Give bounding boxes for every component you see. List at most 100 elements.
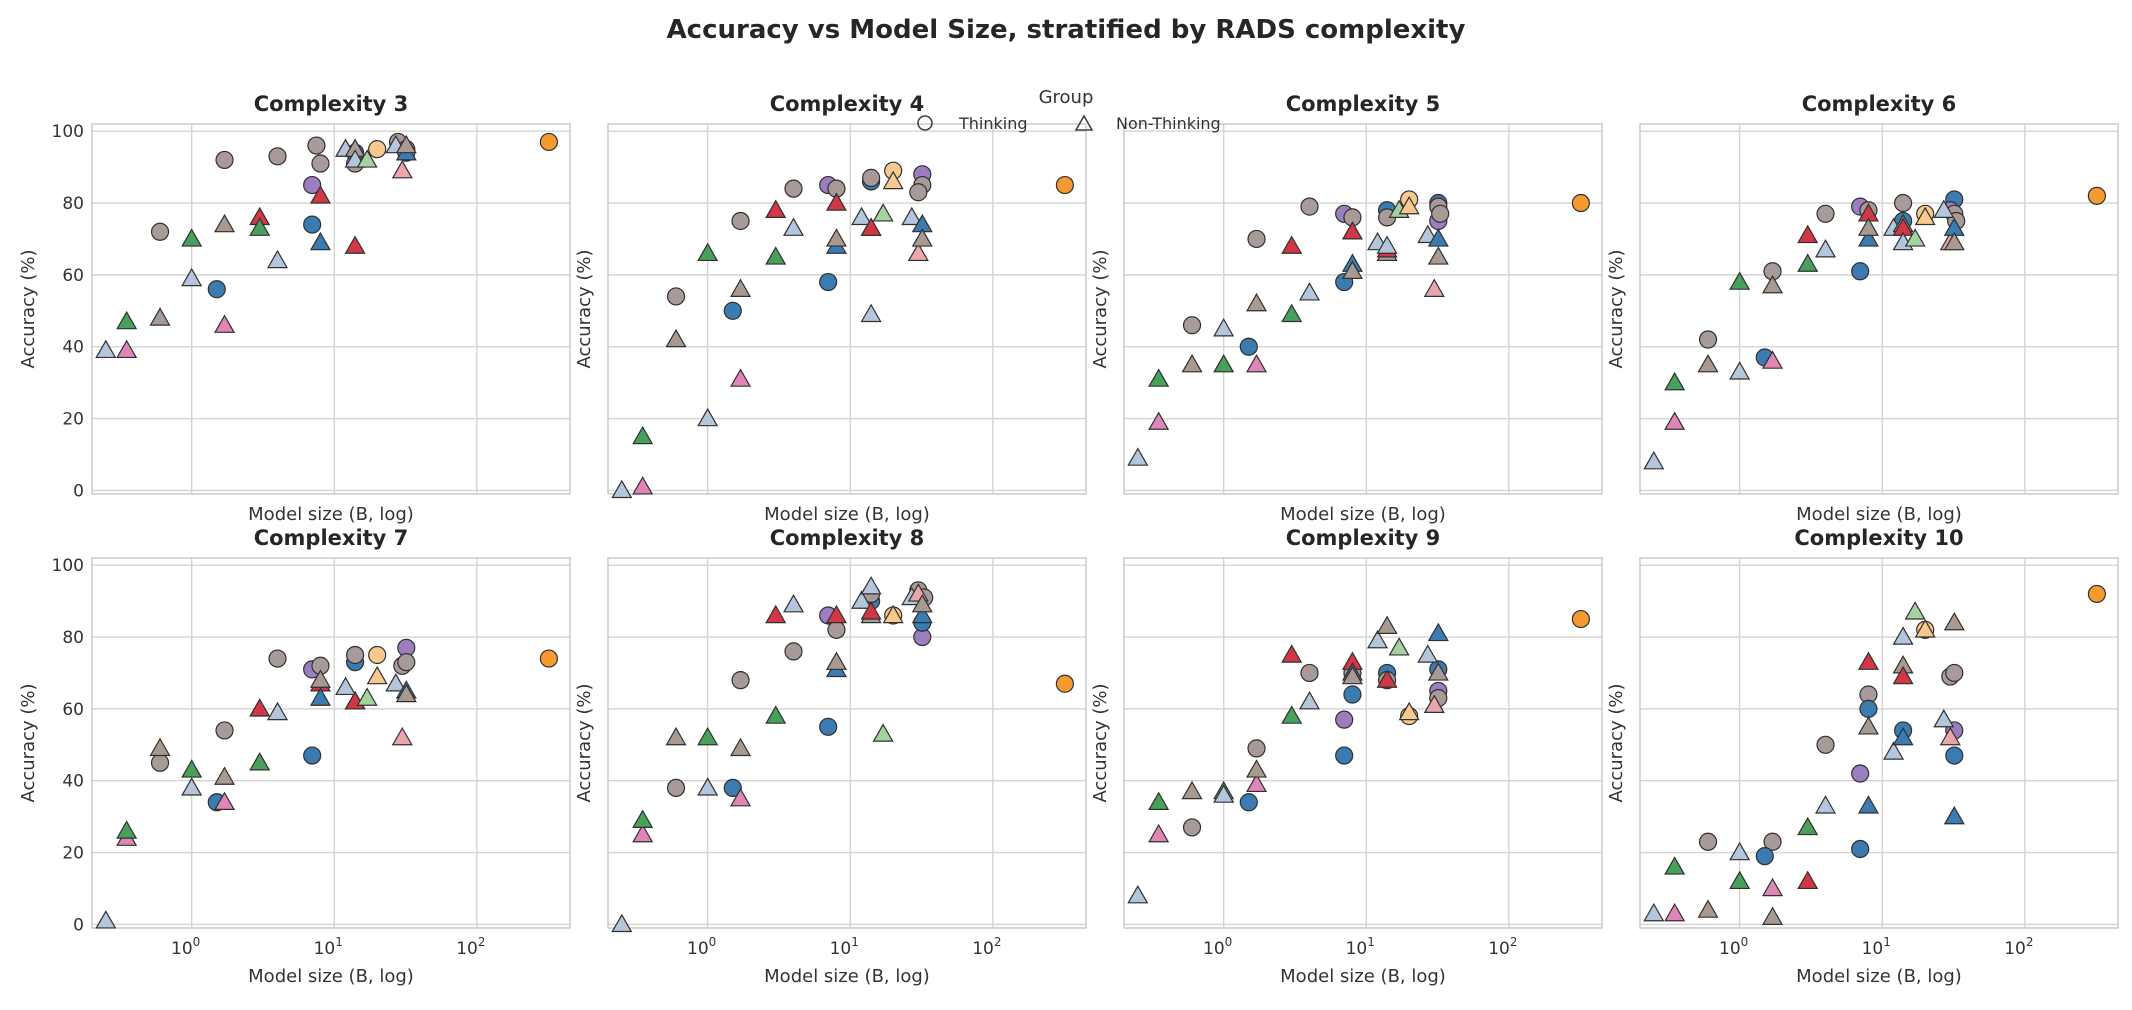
point-non-thinking [1427, 228, 1449, 247]
legend-triangle-marker [1074, 114, 1094, 131]
point-thinking [1182, 818, 1202, 837]
y-axis-label: Accuracy (%) [18, 249, 39, 368]
point-non-thinking [851, 206, 873, 226]
legend-title: Group [1039, 87, 1094, 108]
point-non-thinking [1341, 260, 1363, 280]
point-non-thinking [1213, 784, 1235, 803]
point-non-thinking [1857, 228, 1879, 247]
point-thinking [1698, 330, 1718, 349]
point-non-thinking [825, 651, 847, 670]
y-tick-label: 0 [73, 481, 84, 501]
y-axis-label: Accuracy (%) [1090, 249, 1111, 368]
point-non-thinking [1814, 795, 1837, 814]
plot-frame [607, 557, 1087, 929]
legend-label-thinking: Thinking [958, 114, 1028, 133]
y-tick-label: 100 [52, 122, 84, 142]
point-thinking [368, 140, 387, 159]
point-thinking [268, 147, 287, 166]
point-non-thinking [1914, 619, 1936, 638]
point-non-thinking [1245, 292, 1268, 312]
point-non-thinking [1341, 221, 1363, 240]
point-non-thinking [1213, 353, 1235, 373]
y-tick-label: 60 [62, 266, 84, 286]
point-non-thinking [1729, 870, 1751, 890]
point-non-thinking [911, 604, 933, 624]
plot-frame [1123, 123, 1603, 495]
point-non-thinking [249, 217, 271, 236]
panel-7: Complexity 9 Accuracy (%) 100 101 102 Model s… [1090, 526, 1603, 987]
point-non-thinking [1797, 816, 1819, 836]
point-non-thinking [116, 820, 138, 839]
point-non-thinking [309, 185, 331, 204]
point-non-thinking [356, 149, 378, 168]
point-non-thinking [213, 766, 236, 785]
point-non-thinking [95, 910, 117, 929]
point-non-thinking [1398, 195, 1420, 215]
x-axis-label: Model size (B, log) [248, 966, 414, 987]
x-axis-label: Model size (B, log) [1796, 504, 1962, 525]
point-thinking [1343, 685, 1362, 704]
point-non-thinking [1664, 856, 1686, 875]
point-thinking [2087, 186, 2106, 205]
point-thinking [1571, 193, 1590, 213]
y-tick-label: 80 [62, 194, 84, 214]
point-non-thinking [1417, 644, 1439, 663]
point-non-thinking [1943, 805, 1965, 825]
point-non-thinking [632, 809, 654, 828]
point-thinking [307, 136, 326, 155]
point-non-thinking [395, 134, 417, 154]
point-non-thinking [1181, 353, 1203, 373]
panel-title: Complexity 3 [254, 92, 409, 116]
point-thinking [1816, 204, 1835, 223]
point-thinking [819, 272, 838, 292]
point-thinking [909, 183, 928, 202]
point-non-thinking [1857, 651, 1879, 670]
panel-4: Complexity 6 Accuracy (%) Model size (B, l… [1606, 92, 2119, 525]
panel-title: Complexity 8 [770, 526, 925, 550]
panel-title: Complexity 5 [1286, 92, 1441, 116]
point-non-thinking [1892, 626, 1914, 645]
point-non-thinking [1797, 224, 1819, 244]
x-tick-label: 102 [456, 935, 485, 959]
point-non-thinking [1213, 318, 1235, 337]
plot-frame [1639, 557, 2119, 929]
point-non-thinking [1417, 224, 1439, 244]
point-thinking [1335, 746, 1354, 765]
panel-8: Complexity 10 Accuracy (%) 100 101 102 Model … [1606, 526, 2119, 987]
point-non-thinking [149, 307, 171, 326]
point-non-thinking [1281, 235, 1303, 254]
point-non-thinking [632, 425, 654, 445]
point-non-thinking [1697, 899, 1719, 918]
figure-title: Accuracy vs Model Size, stratified by RA… [667, 15, 1466, 45]
x-tick-label: 100 [687, 935, 716, 959]
point-non-thinking [1388, 637, 1410, 656]
point-non-thinking [266, 701, 289, 721]
point-non-thinking [1427, 662, 1449, 681]
point-non-thinking [1281, 705, 1303, 724]
x-axis-label: Model size (B, log) [1280, 966, 1446, 987]
y-tick-label: 60 [62, 700, 84, 720]
legend-circle-marker [917, 115, 933, 131]
point-non-thinking [911, 593, 933, 613]
point-thinking [1239, 337, 1258, 356]
point-non-thinking [901, 206, 923, 226]
point-thinking [303, 175, 322, 195]
point-non-thinking [1904, 601, 1926, 620]
point-non-thinking [1729, 841, 1751, 861]
point-non-thinking [882, 604, 904, 624]
point-thinking [311, 154, 330, 173]
panel-6: Complexity 8 Accuracy (%) 100 101 102 Model s… [574, 526, 1087, 987]
point-thinking [1945, 663, 1964, 683]
point-thinking [1300, 197, 1319, 216]
point-non-thinking [782, 593, 805, 613]
point-non-thinking [697, 726, 719, 746]
point-non-thinking [1892, 665, 1914, 685]
x-tick-label: 101 [1346, 935, 1375, 959]
legend: Group Thinking Non-Thinking [917, 87, 1221, 133]
point-non-thinking [1341, 665, 1363, 685]
point-non-thinking [1376, 235, 1398, 254]
point-non-thinking [1148, 823, 1170, 843]
point-non-thinking [1148, 791, 1170, 810]
plot-frame [91, 123, 571, 495]
point-thinking [1182, 316, 1202, 335]
